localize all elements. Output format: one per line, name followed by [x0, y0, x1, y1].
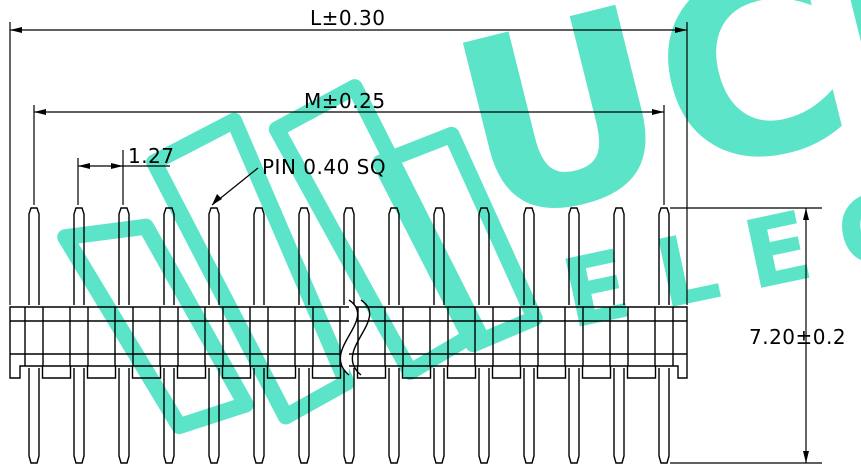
- housing-outline: [9, 306, 688, 379]
- housing-foot-notch: [86, 366, 117, 379]
- break-line: [351, 299, 371, 376]
- pin-top: [613, 207, 625, 305]
- pin-bottom: [568, 368, 580, 464]
- housing-foot-notch: [221, 366, 252, 379]
- housing-foot-notch: [491, 366, 522, 379]
- pin-top: [163, 207, 175, 305]
- break-line: [339, 299, 359, 376]
- dimension-lines: [9, 22, 822, 464]
- pin-bottom: [613, 368, 625, 464]
- watermark-logo: UCI ELEC: [57, 0, 861, 435]
- housing-foot-notch: [131, 366, 162, 379]
- pin-top: [433, 207, 445, 305]
- pin-bottom: [658, 368, 670, 464]
- pin-bottom: [478, 368, 490, 464]
- pin-bottom: [298, 368, 310, 464]
- pin-top: [343, 207, 355, 305]
- pin-top: [73, 207, 85, 305]
- dimension-arrows: [10, 27, 809, 463]
- pin-top: [658, 207, 670, 305]
- pin-top: [253, 207, 265, 305]
- pin-top: [523, 207, 535, 305]
- pin-bottom: [118, 368, 130, 464]
- pin-bottom: [343, 368, 355, 464]
- pin-bottom: [523, 368, 535, 464]
- pin-bottom: [433, 368, 445, 464]
- pin-top: [388, 207, 400, 305]
- dim-label-height: 7.20±0.2: [749, 325, 846, 349]
- housing-foot-notch: [581, 366, 612, 379]
- housing-foot-notch: [536, 366, 567, 379]
- housing-foot-notch: [626, 366, 657, 379]
- pin-top: [568, 207, 580, 305]
- pin-top: [28, 207, 40, 305]
- pin-top: [478, 207, 490, 305]
- housing-foot-notch: [356, 366, 387, 379]
- housing-foot-notch: [401, 366, 432, 379]
- connector-body-group: [9, 207, 688, 464]
- housing-foot-notch: [446, 366, 477, 379]
- pin-bottom: [163, 368, 175, 464]
- dim-label-pitch: 1.27: [128, 144, 175, 168]
- dim-label-pin-row-length: M±0.25: [304, 89, 386, 113]
- pin-top: [298, 207, 310, 305]
- housing-foot-notch: [41, 366, 72, 379]
- dim-label-pin-spec: PIN 0.40 SQ: [262, 155, 386, 179]
- pin-top: [208, 207, 220, 305]
- pin-bottom: [253, 368, 265, 464]
- housing-foot-notch: [266, 366, 297, 379]
- housing-foot-notch: [311, 366, 342, 379]
- pin-bottom: [208, 368, 220, 464]
- pin-bottom: [28, 368, 40, 464]
- pin-bottom: [73, 368, 85, 464]
- housing-foot-notch: [176, 366, 207, 379]
- pin-bottom: [388, 368, 400, 464]
- pin-top: [118, 207, 130, 305]
- dim-label-overall-length: L±0.30: [310, 6, 385, 30]
